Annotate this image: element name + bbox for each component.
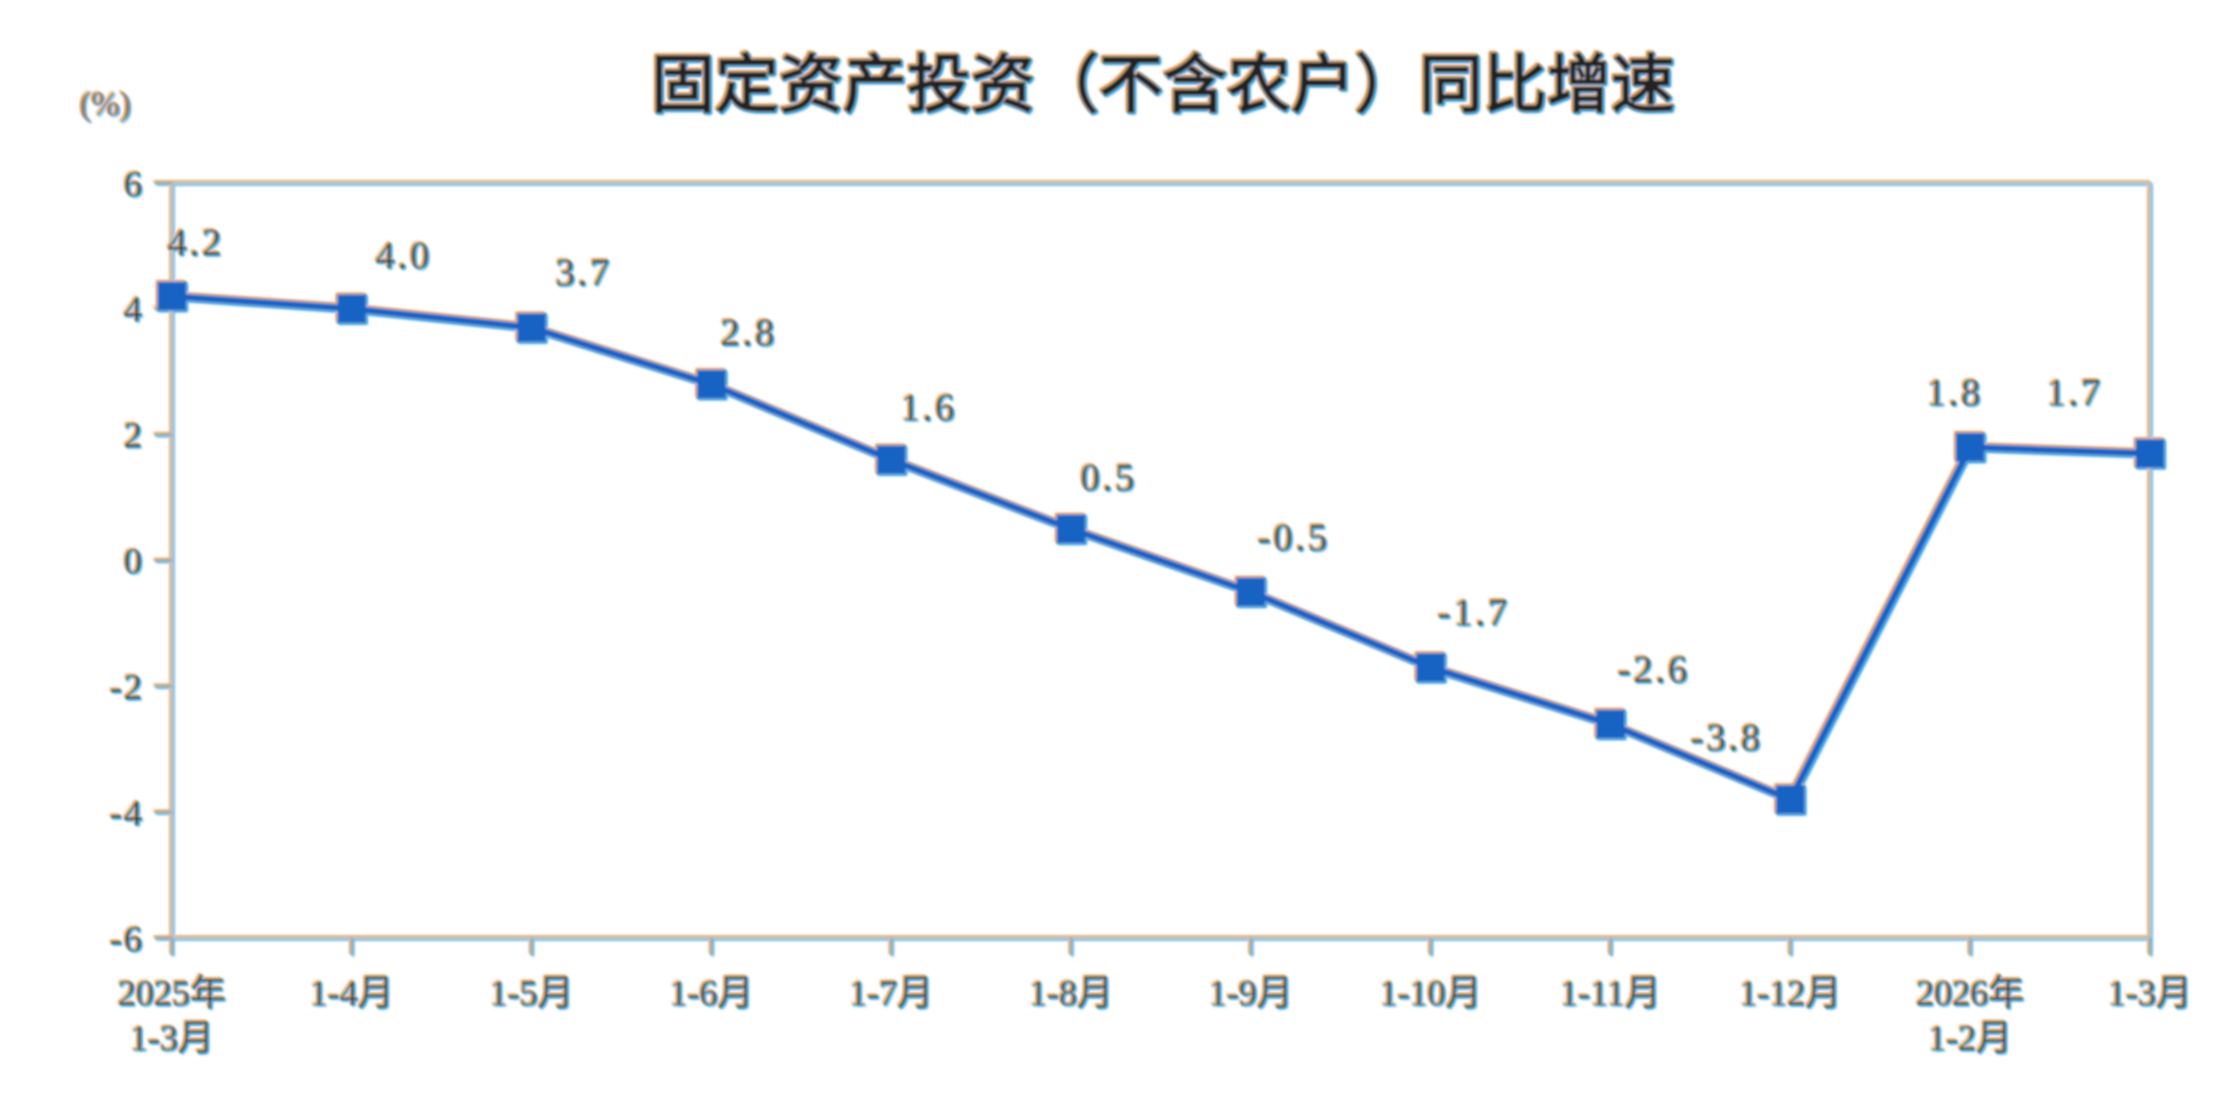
svg-text:0.5: 0.5 — [1081, 457, 1138, 499]
svg-text:-2.6: -2.6 — [1618, 649, 1690, 691]
svg-text:4.0: 4.0 — [376, 235, 433, 277]
svg-text:4: 4 — [124, 289, 144, 329]
svg-text:-2: -2 — [110, 667, 144, 707]
svg-text:1-12月: 1-12月 — [1739, 973, 1841, 1013]
svg-text:1-3月: 1-3月 — [2108, 973, 2192, 1013]
svg-text:2: 2 — [124, 415, 144, 455]
svg-text:2025年: 2025年 — [118, 973, 226, 1013]
svg-text:1-11月: 1-11月 — [1560, 973, 1661, 1013]
svg-text:1-5月: 1-5月 — [490, 973, 574, 1013]
svg-text:1-3月: 1-3月 — [130, 1018, 214, 1058]
svg-text:2.8: 2.8 — [721, 312, 778, 354]
svg-text:1-9月: 1-9月 — [1209, 973, 1293, 1013]
svg-text:3.7: 3.7 — [556, 252, 613, 294]
svg-text:1-6月: 1-6月 — [670, 973, 754, 1013]
svg-text:0: 0 — [124, 541, 144, 581]
svg-text:4.2: 4.2 — [168, 222, 225, 264]
svg-text:1-7月: 1-7月 — [849, 973, 933, 1013]
svg-text:-6: -6 — [110, 919, 144, 959]
svg-text:-1.7: -1.7 — [1438, 592, 1510, 634]
svg-text:固定资产投资（不含农户）同比增速: 固定资产投资（不含农户）同比增速 — [651, 49, 1675, 121]
svg-text:1.7: 1.7 — [2047, 372, 2104, 414]
svg-text:-4: -4 — [110, 793, 144, 833]
svg-text:1-10月: 1-10月 — [1380, 973, 1482, 1013]
svg-text:(%): (%) — [80, 86, 131, 123]
svg-text:1-8月: 1-8月 — [1029, 973, 1113, 1013]
svg-text:2026年: 2026年 — [1916, 973, 2024, 1013]
svg-text:1-4月: 1-4月 — [310, 973, 394, 1013]
svg-text:-3.8: -3.8 — [1691, 717, 1763, 759]
svg-text:6: 6 — [124, 164, 144, 204]
svg-text:1-2月: 1-2月 — [1928, 1018, 2012, 1058]
svg-text:-0.5: -0.5 — [1258, 517, 1330, 559]
svg-text:1.6: 1.6 — [901, 387, 958, 429]
svg-text:1.8: 1.8 — [1927, 372, 1984, 414]
